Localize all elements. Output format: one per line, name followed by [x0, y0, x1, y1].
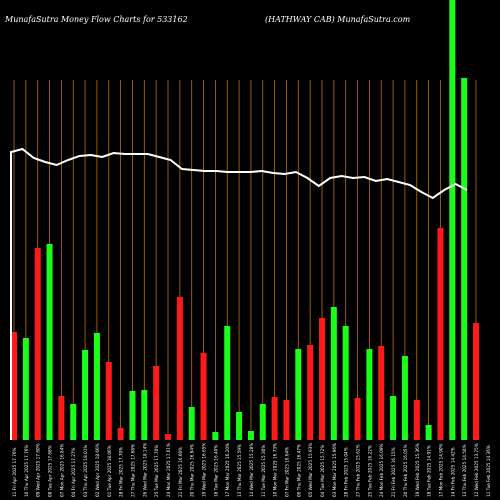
x-tick-label: 04 Tue Mar 2025 15.72%: [320, 445, 325, 497]
bar-red: [413, 400, 420, 440]
x-tick-label: 01 Tue Apr 2025 18.06%: [107, 445, 112, 497]
bar-red: [58, 396, 65, 440]
x-tick-label: 28 Fri Feb 2025 15.04%: [344, 447, 349, 497]
money-flow-line: [10, 147, 468, 440]
bar-red: [105, 362, 112, 440]
bar-green: [22, 338, 29, 440]
x-tick-label: 27 Thu Feb 2025 15.62%: [356, 444, 361, 497]
bar-red: [200, 353, 207, 440]
bar-red: [165, 434, 171, 440]
x-tick-label: 07 Fri Mar 2025 16.64%: [284, 447, 289, 497]
x-tick-label: 18 Tue Feb 2025 14.91%: [427, 445, 432, 497]
bar-red: [319, 318, 325, 440]
x-tick-label: 25 Tue Mar 2025 17.70%: [154, 445, 159, 497]
bar-red: [11, 332, 17, 440]
chart-title: MunafaSutra Money Flow Charts for 533162: [4, 15, 188, 24]
x-tick-label: 11 Fri Apr 2025 17.76%: [12, 447, 17, 497]
x-tick-label: 27 Thu Mar 2025 17.68%: [130, 444, 135, 497]
bar-green: [46, 244, 53, 440]
x-tick-label: 05 Wed Mar 2025 15.93%: [308, 443, 313, 497]
x-tick-label: 04 Fri Apr 2025 17.27%: [71, 447, 76, 497]
bar-layer: [11, 0, 479, 440]
x-tick-label: 03 Thu Apr 2025 18.01%: [83, 445, 88, 497]
x-tick-label: 14 Fri Feb 2025 14.42%: [450, 447, 455, 497]
x-tick-label: 08 Tue Apr 2025 17.68%: [48, 445, 53, 497]
x-tick-label: 13 Thu Mar 2025 15.59%: [237, 444, 242, 497]
bar-red: [354, 398, 361, 440]
bar-red: [473, 323, 479, 440]
label-layer: 11 Fri Apr 2025 17.76% 10 Thu Apr 2025 17…: [12, 443, 491, 497]
bar-green: [401, 356, 408, 440]
x-tick-label: 11 Tue Mar 2025 15.30%: [261, 445, 266, 497]
x-tick-label: 10 Mon Mar 2025 16.73%: [273, 443, 278, 497]
bar-green: [259, 404, 266, 440]
x-tick-label: 10 Thu Apr 2025 17.76%: [24, 445, 29, 497]
line-layer: [10, 147, 468, 440]
bar-green: [461, 78, 468, 440]
bar-green: [236, 412, 243, 440]
x-tick-label: 19 Wed Feb 2025 15.36%: [415, 443, 420, 497]
x-tick-label: 24 Mon Mar 2025 17.61%: [166, 443, 171, 497]
x-tick-label: 07 Mon Apr 2025 16.84%: [59, 444, 64, 497]
bar-red: [378, 346, 385, 440]
x-tick-label: 09 Wed Apr 2025 17.60%: [36, 443, 41, 497]
bar-green: [224, 326, 231, 440]
x-tick-label: 17 Mon Feb 2025 14.90%: [438, 443, 443, 497]
bar-green: [212, 432, 219, 440]
bar-green: [449, 0, 456, 440]
x-tick-label: 12 Wed Feb 2025 13.75%: [474, 443, 479, 497]
x-tick-label: 21 Fri Mar 2025 16.60%: [178, 447, 183, 497]
bar-red: [437, 228, 444, 440]
bar-green: [129, 391, 136, 440]
bar-green: [330, 307, 337, 440]
x-tick-label: 19 Wed Mar 2025 16.65%: [202, 443, 207, 497]
x-tick-label: 26 Wed Mar 2025 18.14%: [142, 443, 147, 497]
bar-green: [82, 350, 89, 440]
bar-green: [295, 349, 302, 440]
x-tick-label: 20 Thu Mar 2025 16.94%: [190, 444, 195, 497]
x-tick-label: 06 Thu Mar 2025 16.47%: [296, 444, 301, 497]
x-tick-label: 03 Mon Mar 2025 15.96%: [332, 443, 337, 497]
bar-green: [342, 326, 349, 440]
bar-green: [93, 333, 100, 440]
bar-red: [283, 400, 290, 440]
x-tick-label: 17 Mon Mar 2025 16.20%: [225, 443, 230, 497]
bar-green: [425, 425, 432, 440]
bar-red: [307, 345, 314, 440]
x-tick-label: 25 Tue Feb 2025 16.22%: [367, 445, 372, 497]
x-tick-label: 28 Fri Mar 2025 17.70%: [119, 447, 124, 497]
bar-red: [153, 366, 160, 440]
bar-green: [70, 404, 77, 440]
bar-green: [390, 396, 397, 440]
x-tick-label: 11 Tue Feb 2025 14.36%: [486, 445, 491, 497]
x-tick-label: 20 Thu Feb 2025 16.05%: [403, 444, 408, 497]
bar-green: [188, 407, 195, 440]
bar-green: [247, 431, 254, 440]
x-tick-label: 18 Tue Mar 2025 16.40%: [213, 445, 218, 497]
x-tick-label: 13 Thu Feb 2025 14.50%: [462, 444, 467, 497]
x-tick-label: 21 Fri Feb 2025 16.15%: [391, 447, 396, 497]
bar-green: [366, 349, 373, 440]
x-tick-label: 12 Wed Mar 2025 15.28%: [249, 443, 254, 497]
bar-red: [271, 397, 278, 440]
bar-red: [176, 297, 183, 440]
bar-red: [34, 248, 41, 440]
bar-red: [117, 428, 124, 440]
chart-subtitle: (HATHWAY CAB) MunafaSutra.com: [265, 15, 411, 24]
x-tick-label: 02 Wed Apr 2025 18.66%: [95, 443, 100, 497]
x-tick-label: 24 Mon Feb 2025 16.09%: [379, 443, 384, 497]
bar-green: [141, 390, 148, 440]
